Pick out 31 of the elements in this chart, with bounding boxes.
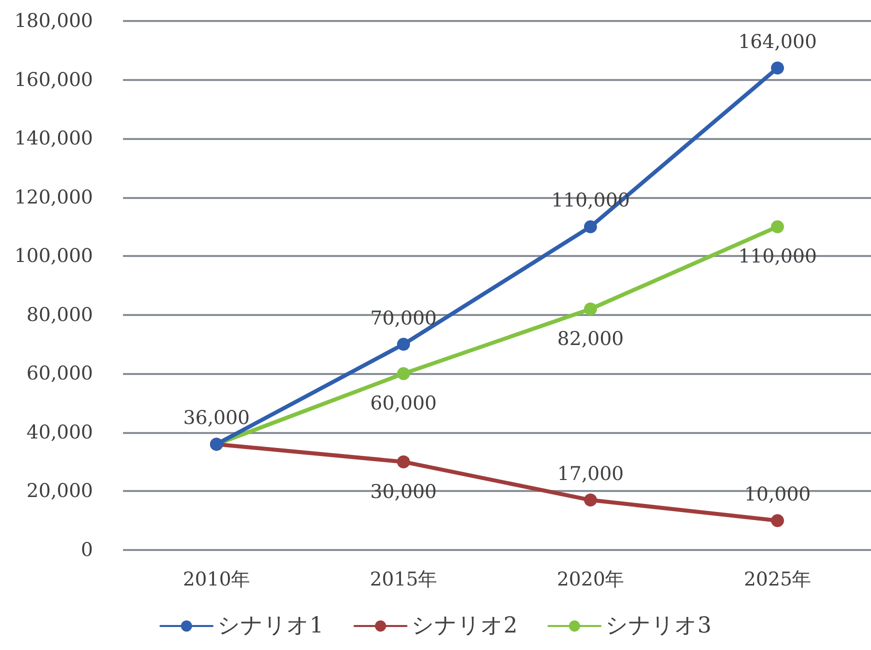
x-tick-label: 2020年 xyxy=(556,568,624,590)
point xyxy=(771,62,784,75)
point xyxy=(397,455,410,468)
y-tick-label: 120,000 xyxy=(14,186,93,208)
data-label: 164,000 xyxy=(738,31,817,54)
y-tick-label: 20,000 xyxy=(26,480,93,502)
x-tick-label: 2025年 xyxy=(744,568,812,590)
point xyxy=(397,367,410,380)
data-label: 60,000 xyxy=(370,392,437,415)
data-label: 82,000 xyxy=(557,328,624,350)
point xyxy=(771,220,784,234)
point xyxy=(584,302,597,316)
y-tick-label: 180,000 xyxy=(14,10,93,32)
y-tick-label: 40,000 xyxy=(26,421,93,444)
x-tick-label: 2015年 xyxy=(370,568,438,590)
x-tick-label: 2010年 xyxy=(182,568,250,590)
y-tick-label: 140,000 xyxy=(14,128,93,150)
y-tick-label: 80,000 xyxy=(26,304,93,326)
legend-label: シナリオ2 xyxy=(412,614,518,638)
data-label: 36,000 xyxy=(183,407,250,430)
point xyxy=(771,514,784,528)
y-tick-label: 60,000 xyxy=(26,362,93,385)
point xyxy=(584,494,597,507)
y-tick-label: 100,000 xyxy=(14,245,93,268)
legend-label: シナリオ3 xyxy=(606,614,712,638)
y-tick-label: 160,000 xyxy=(14,68,93,91)
legend-label: シナリオ1 xyxy=(218,614,324,638)
y-tick-label: 0 xyxy=(80,539,93,561)
data-label: 17,000 xyxy=(557,463,624,486)
point xyxy=(584,220,597,234)
point xyxy=(397,338,410,351)
